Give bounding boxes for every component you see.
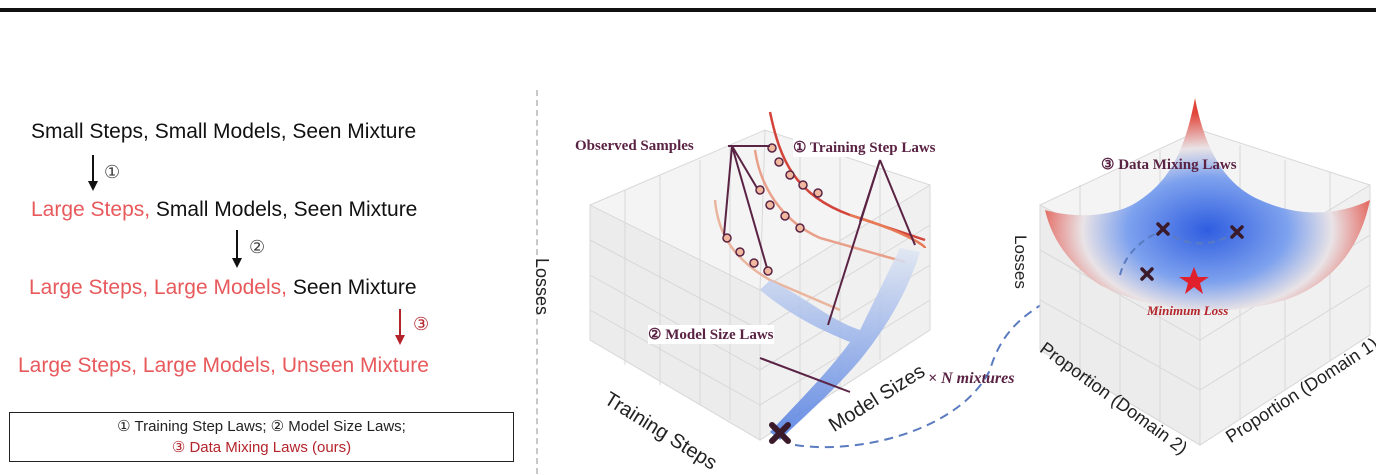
- step-3-text: Large Steps, Large Models, Seen Mixture: [29, 276, 417, 300]
- arrow-3-label: ③: [413, 314, 430, 334]
- arrow-1-label: ①: [104, 162, 121, 182]
- plot2-losses-axis: Losses: [1011, 235, 1030, 289]
- mixture-connector: [794, 249, 1131, 449]
- step-1-text: Small Steps, Small Models, Seen Mixture: [31, 120, 417, 143]
- arrow-2-label: ②: [249, 237, 266, 257]
- step-3-red: Large Steps, Large Models,: [29, 276, 287, 299]
- optimization-path: [1119, 229, 1238, 276]
- minimum-cross-plot1: [769, 422, 791, 444]
- data-mixing-laws-label: ③ Data Mixing Laws: [1101, 157, 1237, 173]
- top-rule: [0, 8, 1376, 12]
- mixtures-label: × N mixtures: [928, 370, 1015, 387]
- plot1-losses-axis: Losses: [532, 258, 552, 316]
- training-step-laws-label: ① Training Step Laws: [793, 138, 936, 157]
- top-border: [0, 0, 1376, 12]
- step-2-text: Large Steps, Small Models, Seen Mixture: [31, 198, 417, 222]
- step-2-black: Small Models, Seen Mixture: [150, 198, 418, 221]
- legend-line-2: ③ Data Mixing Laws (ours): [171, 439, 352, 456]
- observed-samples-label: Observed Samples: [575, 138, 694, 154]
- legend-box: ① Training Step Laws; ② Model Size Laws;…: [9, 412, 514, 462]
- legend-line-1: ① Training Step Laws; ② Model Size Laws;: [117, 418, 406, 435]
- plot1-annotation-lines: [723, 145, 916, 393]
- plot1-curves: [713, 111, 927, 312]
- sample-crosses-plot2: [1140, 222, 1244, 281]
- minimum-star: [1179, 267, 1209, 294]
- loss-surface: [1045, 98, 1370, 311]
- dashed-divider: [536, 90, 538, 474]
- step-3-black: Seen Mixture: [287, 276, 417, 299]
- minimum-loss-label: Minimum Loss: [1147, 303, 1229, 318]
- observed-samples: [722, 143, 823, 276]
- step-2-red: Large Steps,: [31, 198, 151, 221]
- step-4-text: Large Steps, Large Models, Unseen Mixtur…: [18, 354, 429, 377]
- model-size-laws-label: ② Model Size Laws: [648, 325, 774, 344]
- model-size-tube: [760, 248, 920, 440]
